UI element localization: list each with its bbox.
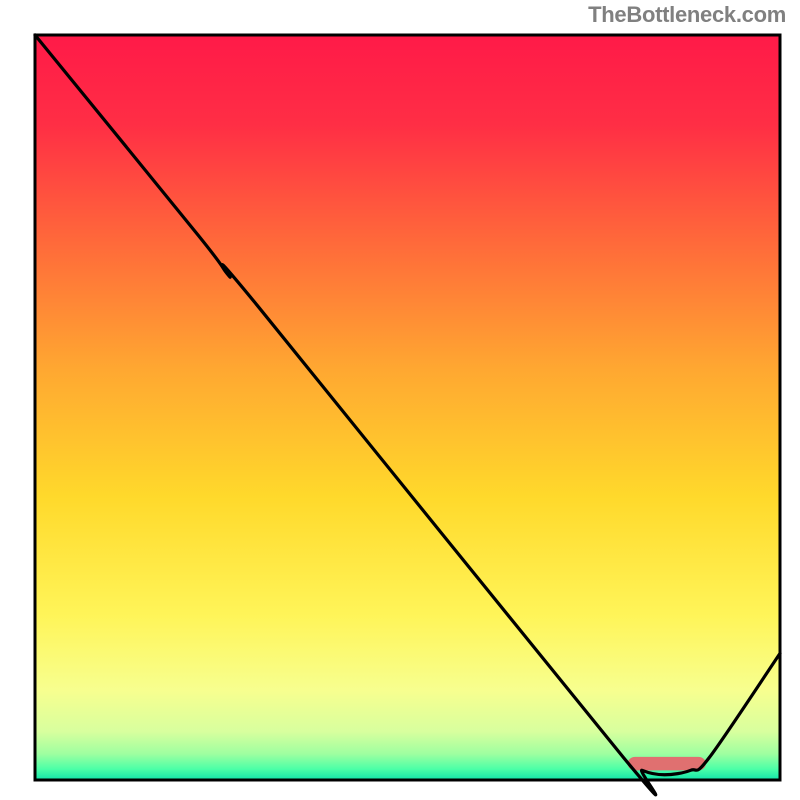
watermark-text: TheBottleneck.com [588, 2, 786, 28]
chart-background [35, 35, 780, 780]
chart-container: TheBottleneck.com [0, 0, 800, 800]
bottleneck-chart [0, 0, 800, 800]
